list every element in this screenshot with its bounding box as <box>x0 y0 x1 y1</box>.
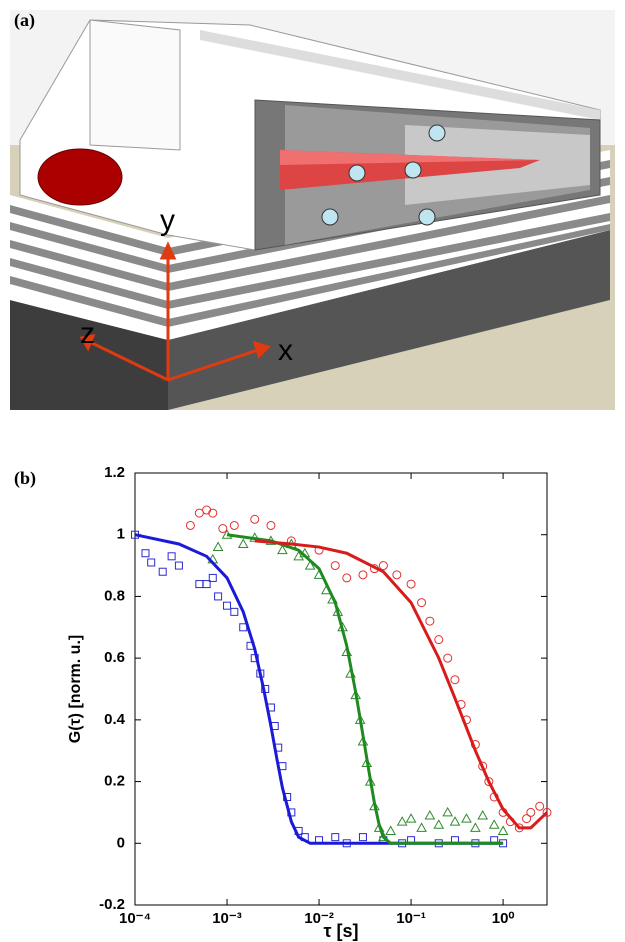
data-point <box>449 816 461 826</box>
data-point <box>174 561 183 570</box>
data-point <box>396 816 408 826</box>
axis-label: z <box>80 317 95 350</box>
data-point <box>522 814 532 824</box>
y-tick-label: -0.2 <box>99 896 125 913</box>
data-point <box>477 809 489 820</box>
data-point <box>488 819 500 829</box>
data-point <box>484 777 494 787</box>
data-point <box>358 833 367 842</box>
data-point <box>158 567 167 576</box>
panel-label: (b) <box>14 468 36 489</box>
data-point <box>330 561 340 571</box>
data-point <box>237 538 249 548</box>
y-tick-label: 0.8 <box>104 587 125 604</box>
data-point <box>378 831 389 842</box>
data-point <box>212 541 224 552</box>
data-point <box>214 592 223 601</box>
data-point <box>194 508 204 518</box>
data-point <box>218 524 228 534</box>
data-point <box>185 520 195 530</box>
data-point <box>202 505 212 515</box>
data-point <box>424 809 436 820</box>
data-point <box>405 813 417 823</box>
data-point <box>358 570 368 580</box>
data-point <box>331 833 340 842</box>
panel-label: (a) <box>14 10 35 31</box>
y-tick-label: 1.2 <box>104 464 125 481</box>
axis-label: x <box>278 334 293 367</box>
data-point <box>208 508 218 518</box>
fit-line <box>226 533 504 845</box>
data-point <box>230 607 239 616</box>
data-point <box>250 514 260 524</box>
data-point <box>277 544 288 555</box>
data-point <box>425 616 435 626</box>
data-point <box>542 807 552 817</box>
data-point <box>434 635 444 645</box>
data-point <box>461 813 472 823</box>
y-tick-label: 0.2 <box>104 773 125 790</box>
data-point <box>342 573 352 583</box>
data-point <box>141 549 150 558</box>
data-point <box>535 801 545 811</box>
data-point <box>147 558 156 567</box>
data-point <box>304 560 316 570</box>
data-point <box>450 675 460 685</box>
x-tick-label: 10⁻³ <box>212 910 242 927</box>
axis-label: y <box>160 204 175 237</box>
data-point <box>202 580 211 589</box>
y-axis-title: G(τ) [norm. u.] <box>67 635 84 743</box>
x-tick-label: 10⁻⁴ <box>119 910 151 927</box>
y-tick-label: 1 <box>117 526 125 543</box>
x-tick-label: 10⁻¹ <box>396 910 426 927</box>
data-point <box>378 561 388 571</box>
data-point <box>406 579 416 589</box>
data-point <box>497 825 509 835</box>
data-point <box>229 520 239 530</box>
plot-frame <box>134 472 548 906</box>
data-point <box>526 807 536 817</box>
data-point <box>470 822 481 832</box>
y-tick-label: 0.4 <box>104 711 126 728</box>
data-point <box>433 819 445 829</box>
fit-line <box>254 539 549 830</box>
x-axis-title: τ [s] <box>323 921 358 941</box>
data-point <box>442 806 454 817</box>
fit-line <box>134 533 504 845</box>
x-tick-label: 10⁰ <box>492 910 515 927</box>
data-point <box>195 580 204 589</box>
data-point <box>443 653 453 663</box>
data-point <box>239 623 248 632</box>
data-point <box>392 570 402 580</box>
y-tick-label: 0.6 <box>104 649 125 666</box>
data-point <box>167 552 176 561</box>
x-tick-label: 10⁻² <box>304 910 334 927</box>
device-illustration <box>10 10 615 410</box>
data-point <box>385 825 397 835</box>
data-point <box>266 520 276 530</box>
data-point <box>208 573 217 582</box>
data-point <box>416 822 427 832</box>
data-point <box>417 598 427 608</box>
y-tick-label: 0 <box>117 834 125 851</box>
data-point <box>223 601 232 610</box>
